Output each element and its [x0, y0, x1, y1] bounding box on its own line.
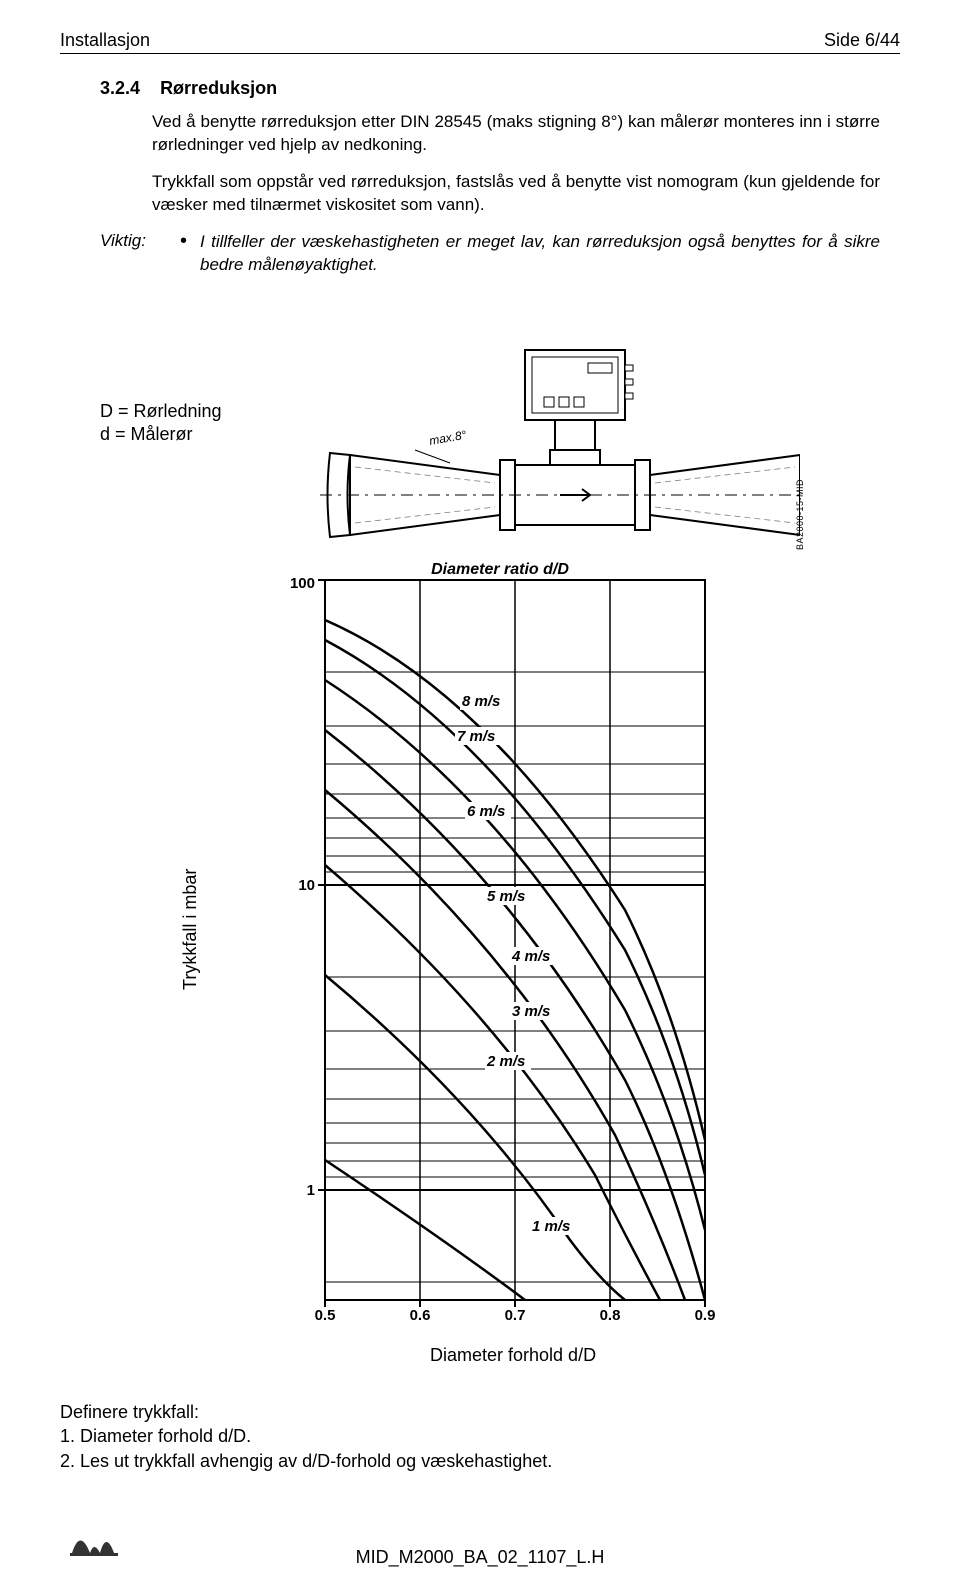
svg-text:1 m/s: 1 m/s — [532, 1218, 570, 1235]
figure-id-label: BA2000-15-MID — [795, 479, 805, 550]
define-item-1: 1. Diameter forhold d/D. — [60, 1424, 552, 1448]
svg-text:0.8: 0.8 — [600, 1307, 621, 1324]
paragraph-1: Ved å benytte rørreduksjon etter DIN 285… — [152, 111, 880, 157]
legend-line-1: D = Rørledning — [100, 400, 222, 423]
svg-text:10: 10 — [298, 877, 315, 894]
angle-label: max.8° — [428, 428, 468, 448]
svg-text:2 m/s: 2 m/s — [486, 1053, 525, 1070]
define-item-2: 2. Les ut trykkfall avhengig av d/D-forh… — [60, 1449, 552, 1473]
nomogram-chart: Diameter ratio d/D — [270, 560, 730, 1330]
important-label: Viktig: — [100, 231, 180, 251]
bullet-icon: • — [180, 231, 200, 251]
header-right: Side 6/44 — [824, 30, 900, 51]
svg-text:8 m/s: 8 m/s — [462, 693, 500, 710]
section-number: 3.2.4 — [100, 78, 140, 98]
svg-text:5 m/s: 5 m/s — [487, 888, 525, 905]
legend-line-2: d = Målerør — [100, 423, 222, 446]
y-axis-label: Trykkfall i mbar — [180, 869, 201, 990]
define-heading: Definere trykkfall: — [60, 1400, 552, 1424]
svg-text:6 m/s: 6 m/s — [467, 803, 505, 820]
nomogram-title: Diameter ratio d/D — [431, 561, 569, 578]
page-header: Installasjon Side 6/44 — [60, 30, 900, 54]
define-pressure-drop: Definere trykkfall: 1. Diameter forhold … — [60, 1400, 552, 1473]
svg-text:0.9: 0.9 — [695, 1307, 716, 1324]
important-note: Viktig: • I tillfeller der væskehastighe… — [100, 231, 880, 277]
svg-text:3 m/s: 3 m/s — [512, 1003, 550, 1020]
x-axis-label: Diameter forhold d/D — [430, 1345, 596, 1366]
svg-text:4 m/s: 4 m/s — [511, 948, 550, 965]
svg-text:7 m/s: 7 m/s — [457, 728, 495, 745]
paragraph-2: Trykkfall som oppstår ved rørreduksjon, … — [152, 171, 880, 217]
svg-text:0.7: 0.7 — [505, 1307, 526, 1324]
svg-text:100: 100 — [290, 575, 315, 592]
important-text: I tillfeller der væskehastigheten er meg… — [200, 231, 880, 277]
diagram-legend: D = Rørledning d = Målerør — [100, 400, 222, 447]
page-footer: MID_M2000_BA_02_1107_L.H — [0, 1547, 960, 1568]
section-title: Rørreduksjon — [160, 78, 277, 98]
header-left: Installasjon — [60, 30, 150, 51]
svg-text:0.6: 0.6 — [410, 1307, 431, 1324]
section-heading: 3.2.4 Rørreduksjon — [100, 78, 900, 99]
svg-text:0.5: 0.5 — [315, 1307, 336, 1324]
pipe-reducer-diagram: max.8° — [320, 345, 800, 565]
svg-text:1: 1 — [307, 1182, 315, 1199]
